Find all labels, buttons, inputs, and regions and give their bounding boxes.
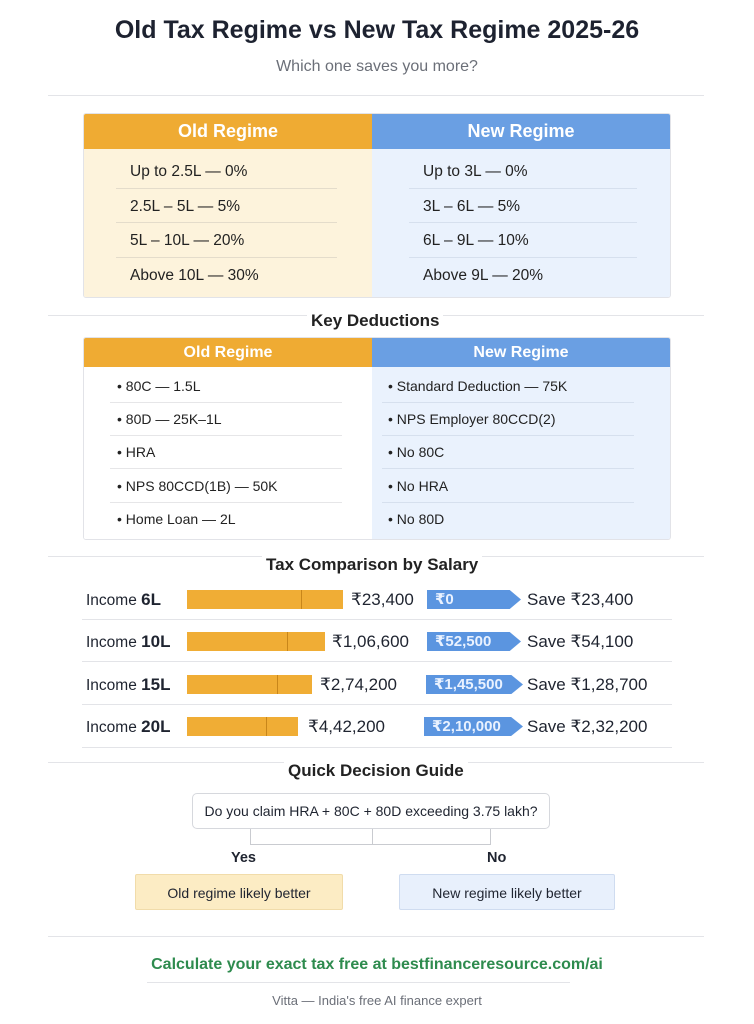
- income-value: 6L: [141, 590, 161, 609]
- income-prefix: Income: [86, 634, 137, 651]
- old-deduction-item: • 80D — 25K–1L: [117, 411, 222, 427]
- row-divider: [110, 502, 342, 503]
- tax-slabs-table: Old Regime Up to 2.5L — 0% 2.5L – 5L — 5…: [83, 113, 671, 298]
- new-deductions-header: New Regime: [372, 338, 670, 367]
- income-label: Income 10L: [86, 632, 170, 652]
- old-tax-amount: ₹1,06,600: [332, 632, 409, 651]
- old-deduction-item: • Home Loan — 2L: [117, 511, 236, 527]
- cta-link[interactable]: Calculate your exact tax free at bestfin…: [151, 956, 603, 973]
- income-prefix: Income: [86, 592, 137, 609]
- yes-label: Yes: [231, 850, 256, 866]
- old-regime-header: Old Regime: [84, 114, 372, 149]
- divider: [48, 95, 704, 96]
- row-divider: [382, 435, 634, 436]
- new-slab-row: Above 9L — 20%: [423, 267, 544, 284]
- connector-line: [250, 844, 491, 845]
- new-tax-tag: ₹52,500: [427, 632, 521, 651]
- row-divider: [110, 435, 342, 436]
- row-divider: [116, 222, 337, 223]
- savings-amount: Save ₹54,100: [527, 632, 634, 651]
- row-divider: [409, 222, 637, 223]
- new-deduction-item: • No 80C: [388, 444, 445, 460]
- row-divider: [82, 704, 672, 705]
- new-slab-row: Up to 3L — 0%: [423, 163, 528, 180]
- footer-tagline: Vitta — India's free AI finance expert: [272, 993, 482, 1008]
- old-regime-column: Old Regime Up to 2.5L — 0% 2.5L – 5L — 5…: [84, 114, 372, 297]
- new-tax-tag: ₹1,45,500: [426, 675, 523, 694]
- old-tax-amount: ₹23,400: [351, 590, 414, 609]
- old-deduction-item: • NPS 80CCD(1B) — 50K: [117, 478, 278, 494]
- old-slab-row: 5L – 10L — 20%: [130, 232, 245, 249]
- new-tax-tag: ₹2,10,000: [424, 717, 523, 736]
- old-tax-bar: [187, 675, 312, 694]
- row-divider: [382, 468, 634, 469]
- income-value: 10L: [141, 632, 171, 651]
- decision-question: Do you claim HRA + 80C + 80D exceeding 3…: [192, 793, 550, 829]
- guide-title: Quick Decision Guide: [284, 761, 468, 781]
- row-divider: [110, 468, 342, 469]
- new-regime-result: New regime likely better: [399, 874, 615, 910]
- new-deductions-column: New Regime • Standard Deduction — 75K • …: [372, 338, 670, 539]
- old-tax-amount: ₹2,74,200: [320, 675, 397, 694]
- row-divider: [110, 402, 342, 403]
- row-divider: [82, 747, 672, 748]
- connector-line: [372, 829, 373, 844]
- new-regime-header: New Regime: [372, 114, 670, 149]
- income-prefix: Income: [86, 719, 137, 736]
- deductions-table: Old Regime • 80C — 1.5L • 80D — 25K–1L •…: [83, 337, 671, 540]
- income-label: Income 20L: [86, 717, 170, 737]
- comparison-title: Tax Comparison by Salary: [262, 555, 483, 575]
- new-tax-tag: ₹0: [427, 590, 521, 609]
- savings-amount: Save ₹1,28,700: [527, 675, 648, 694]
- income-value: 15L: [141, 675, 171, 694]
- new-slab-row: 6L – 9L — 10%: [423, 232, 529, 249]
- income-prefix: Income: [86, 677, 137, 694]
- new-deduction-item: • No 80D: [388, 511, 445, 527]
- deductions-title: Key Deductions: [307, 311, 444, 331]
- new-slab-row: 3L – 6L — 5%: [423, 198, 521, 215]
- income-label: Income 6L: [86, 590, 161, 610]
- old-deductions-header: Old Regime: [84, 338, 372, 367]
- old-tax-bar: [187, 632, 325, 651]
- old-tax-bar: [187, 717, 298, 736]
- old-deductions-column: Old Regime • 80C — 1.5L • 80D — 25K–1L •…: [84, 338, 372, 539]
- row-divider: [382, 402, 634, 403]
- new-deduction-item: • Standard Deduction — 75K: [388, 378, 568, 394]
- old-slab-row: Above 10L — 30%: [130, 267, 259, 284]
- divider: [48, 936, 704, 937]
- row-divider: [409, 188, 637, 189]
- new-deduction-item: • NPS Employer 80CCD(2): [388, 411, 556, 427]
- page-subtitle: Which one saves you more?: [276, 58, 478, 75]
- row-divider: [82, 619, 672, 620]
- income-label: Income 15L: [86, 675, 170, 695]
- savings-amount: Save ₹2,32,200: [527, 717, 648, 736]
- page-title: Old Tax Regime vs New Tax Regime 2025-26: [114, 16, 640, 44]
- old-tax-amount: ₹4,42,200: [308, 717, 385, 736]
- divider: [147, 982, 570, 983]
- old-slab-row: 2.5L – 5L — 5%: [130, 198, 241, 215]
- savings-amount: Save ₹23,400: [527, 590, 634, 609]
- row-divider: [116, 188, 337, 189]
- row-divider: [409, 257, 637, 258]
- connector-line: [490, 829, 491, 844]
- connector-line: [250, 829, 251, 844]
- row-divider: [82, 661, 672, 662]
- row-divider: [382, 502, 634, 503]
- old-tax-bar: [187, 590, 343, 609]
- old-slab-row: Up to 2.5L — 0%: [130, 163, 248, 180]
- row-divider: [116, 257, 337, 258]
- old-regime-result: Old regime likely better: [135, 874, 343, 910]
- new-regime-column: New Regime Up to 3L — 0% 3L – 6L — 5% 6L…: [372, 114, 670, 297]
- no-label: No: [487, 850, 507, 866]
- income-value: 20L: [141, 717, 171, 736]
- new-deduction-item: • No HRA: [388, 478, 449, 494]
- old-deduction-item: • HRA: [117, 444, 156, 460]
- old-deduction-item: • 80C — 1.5L: [117, 378, 201, 394]
